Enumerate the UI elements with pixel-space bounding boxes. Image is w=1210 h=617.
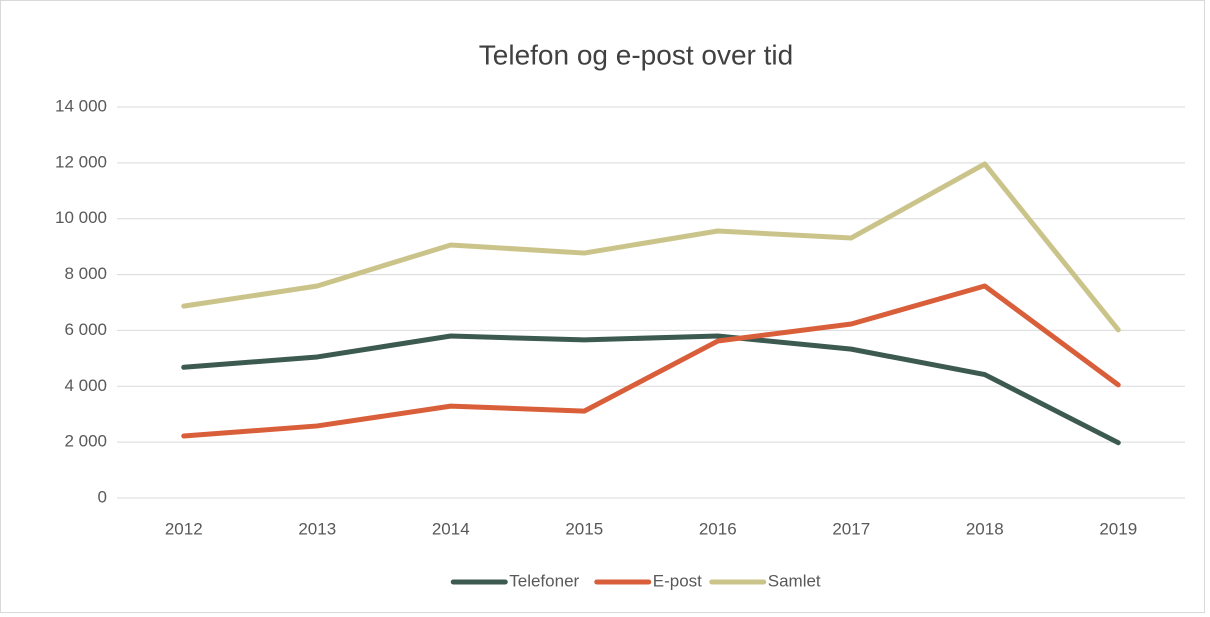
x-tick-label: 2015 [565, 519, 603, 538]
y-tick-label: 4 000 [64, 376, 107, 395]
y-tick-label: 0 [98, 487, 107, 506]
line-series [181, 283, 1121, 439]
legend-label: Samlet [768, 571, 821, 590]
x-tick-label: 2016 [699, 519, 737, 538]
y-tick-label: 14 000 [55, 96, 107, 115]
x-tick-label: 2014 [432, 519, 470, 538]
x-tick-label: 2017 [832, 519, 870, 538]
legend-label: E-post [653, 571, 702, 590]
y-tick-label: 10 000 [55, 208, 107, 227]
y-tick-label: 8 000 [64, 264, 107, 283]
y-tick-label: 6 000 [64, 320, 107, 339]
y-tick-label: 12 000 [55, 152, 107, 171]
y-tick-label: 2 000 [64, 432, 107, 451]
line-series [181, 333, 1121, 446]
x-tick-label: 2012 [165, 519, 203, 538]
chart-title: Telefon og e-post over tid [479, 39, 793, 70]
x-tick-label: 2019 [1099, 519, 1137, 538]
x-tick-label: 2013 [298, 519, 336, 538]
line-series [181, 161, 1121, 333]
legend-label: Telefoner [509, 571, 579, 590]
x-tick-label: 2018 [966, 519, 1004, 538]
